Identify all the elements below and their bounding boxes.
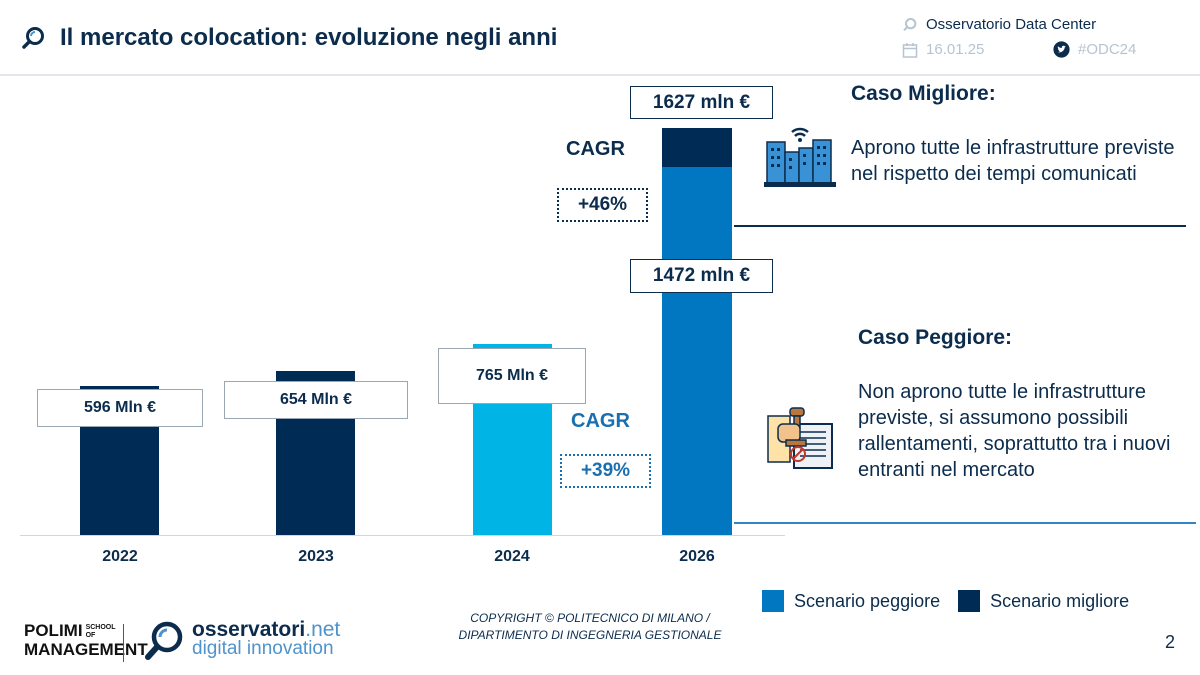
polimi-logo-school: SCHOOL OF <box>85 623 116 639</box>
worst-case-text: Non aprono tutte le infrastrutture previ… <box>858 381 1171 481</box>
observatory-text: Osservatorio Data Center <box>926 16 1097 33</box>
twitter-icon <box>1053 41 1070 58</box>
bar-2026-worst-case <box>662 166 732 535</box>
copyright-line-2: DIPARTIMENTO DI INGEGNERIA GESTIONALE <box>458 628 722 642</box>
observatory-label: Osservatorio Data Center <box>902 16 1096 33</box>
data-label-2022: 596 Mln € <box>37 389 203 427</box>
data-label-2023: 654 Mln € <box>224 381 408 419</box>
osservatori-name: osservatori <box>192 618 306 641</box>
calendar-icon <box>902 42 918 58</box>
magnifier-logo-icon <box>22 27 44 49</box>
osservatori-logo: osservatori.net digital innovation <box>192 618 341 659</box>
tick-label-2024: 2024 <box>494 548 530 565</box>
magnifier-icon <box>903 17 917 31</box>
stamp-rejected-document-icon <box>767 407 833 469</box>
copyright-notice: COPYRIGHT © POLITECNICO DI MILANO / DIPA… <box>440 610 740 644</box>
osservatori-ext: .net <box>305 618 341 641</box>
legend-label-best: Scenario migliore <box>990 590 1130 611</box>
legend-swatch-best <box>958 590 981 612</box>
legend-label-worst: Scenario peggiore <box>794 590 941 611</box>
smart-city-buildings-icon <box>764 127 836 187</box>
cagr-value-best: +46% <box>557 188 648 222</box>
footer-logo-divider <box>123 624 124 662</box>
chart-legend: Scenario peggiore Scenario migliore <box>762 590 1129 612</box>
polimi-logo: POLIMI SCHOOL OF MANAGEMENT <box>24 622 148 659</box>
cagr-label-worst: CAGR <box>571 410 630 432</box>
tick-label-2026: 2026 <box>679 548 715 565</box>
page-title: Il mercato colocation: evoluzione negli … <box>60 24 558 51</box>
date-text: 16.01.25 <box>926 41 985 58</box>
header-divider <box>0 74 1200 76</box>
best-case-divider <box>734 225 1186 227</box>
osservatori-tagline: digital innovation <box>192 638 334 659</box>
data-label-2026-worst: 1472 mln € <box>630 259 773 293</box>
x-axis <box>20 535 785 536</box>
cagr-label-best: CAGR <box>566 138 625 160</box>
hashtag-text: #ODC24 <box>1078 41 1137 58</box>
polimi-logo-top: POLIMI <box>24 621 83 640</box>
cagr-value-worst: +39% <box>560 454 651 488</box>
worst-case-divider <box>734 522 1196 524</box>
copyright-line-1: COPYRIGHT © POLITECNICO DI MILANO / <box>470 611 710 625</box>
legend-swatch-worst <box>762 590 784 612</box>
data-label-2026-best: 1627 mln € <box>630 86 773 119</box>
date-label: 16.01.25 <box>902 41 984 58</box>
osservatori-magnifier-icon <box>145 621 183 660</box>
worst-case-title: Caso Peggiore: <box>858 326 1013 349</box>
tick-label-2022: 2022 <box>102 548 138 565</box>
data-label-2024: 765 Mln € <box>438 348 586 404</box>
best-case-title: Caso Migliore: <box>851 82 996 105</box>
best-case-text: Aprono tutte le infrastrutture previste … <box>851 137 1175 185</box>
polimi-logo-bottom: MANAGEMENT <box>24 640 148 659</box>
tick-label-2023: 2023 <box>298 548 334 565</box>
hashtag-label: #ODC24 <box>1053 41 1136 58</box>
page-number: 2 <box>1165 632 1176 652</box>
